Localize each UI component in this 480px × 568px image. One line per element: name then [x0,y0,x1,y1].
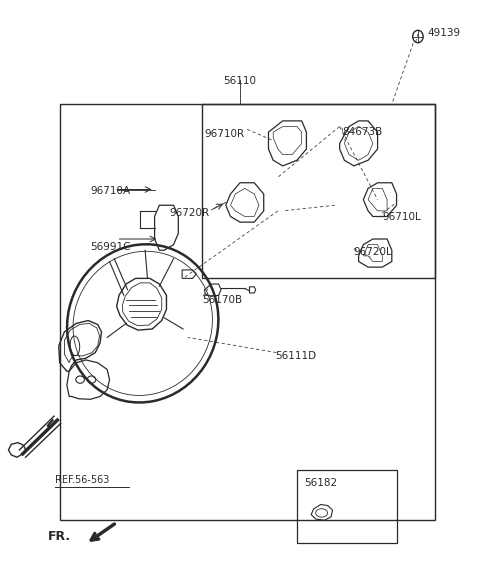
Text: 96710R: 96710R [204,130,245,139]
Text: 84673B: 84673B [342,127,382,136]
Text: 96720R: 96720R [169,208,209,218]
Text: 56110: 56110 [224,76,256,86]
Text: 56182: 56182 [304,478,337,488]
Text: 56991C: 56991C [91,242,131,252]
Polygon shape [48,424,50,428]
Text: 56111D: 56111D [276,352,317,361]
Text: 96710A: 96710A [91,186,131,195]
Text: 96720L: 96720L [354,248,393,257]
Text: 56170B: 56170B [202,295,242,305]
Text: 49139: 49139 [427,28,460,38]
Text: 96710L: 96710L [383,212,421,222]
Text: FR.: FR. [48,530,71,543]
Text: REF.56-563: REF.56-563 [55,475,109,485]
